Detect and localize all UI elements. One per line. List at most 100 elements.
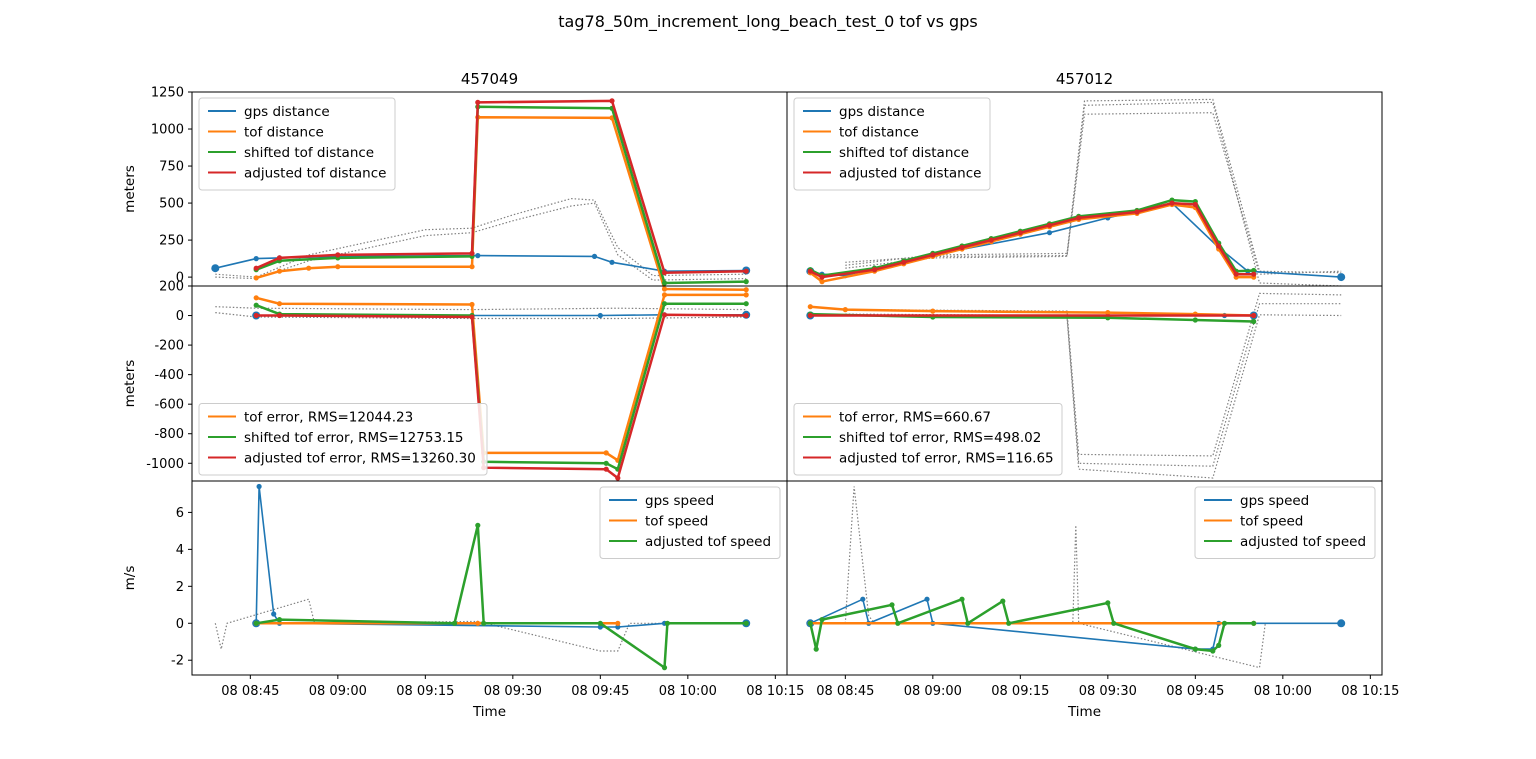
other-trace-line — [215, 306, 747, 311]
y-tick-label: -800 — [154, 427, 184, 442]
data-point — [889, 602, 895, 608]
y-tick-label: 250 — [159, 234, 184, 249]
data-point — [335, 252, 341, 258]
data-point — [661, 270, 668, 276]
data-point — [1210, 648, 1216, 654]
legend-label: tof distance — [839, 125, 919, 141]
data-point — [271, 611, 277, 617]
data-point — [609, 98, 615, 104]
axes-frame — [786, 480, 1383, 676]
legend-box — [793, 403, 1063, 476]
data-point — [1105, 600, 1111, 606]
y-tick-label: -1000 — [146, 457, 184, 472]
data-point — [988, 237, 994, 243]
y-tick-label: 4 — [176, 543, 184, 558]
series-line — [255, 293, 747, 463]
data-point — [1337, 273, 1346, 282]
x-tick-label: 08 09:15 — [396, 684, 454, 699]
subplot-title: 457012 — [1056, 70, 1113, 88]
data-point — [661, 286, 668, 292]
y-tick-label: 500 — [159, 197, 184, 212]
data-point — [807, 312, 813, 319]
data-point — [743, 279, 749, 285]
series-line — [255, 486, 747, 628]
data-point — [1000, 598, 1006, 604]
data-point — [253, 295, 259, 301]
data-point — [743, 268, 749, 274]
x-axis-label: Time — [472, 704, 506, 720]
x-tick-label: 08 08:45 — [221, 684, 279, 699]
data-point — [253, 256, 259, 262]
data-point — [1251, 318, 1257, 325]
subplot-error-right: tof error, RMS=660.67 shifted tof error, … — [786, 285, 1383, 482]
data-point — [276, 617, 283, 623]
x-axis-label: Time — [1067, 704, 1101, 720]
y-tick-label: -600 — [154, 398, 184, 413]
y-tick-label: 0 — [176, 309, 184, 324]
data-point — [664, 620, 671, 626]
legend-box — [599, 486, 781, 559]
y-tick-label: 750 — [159, 160, 184, 175]
legend-label: shifted tof error, RMS=498.02 — [839, 430, 1041, 446]
data-point — [743, 292, 749, 298]
data-point — [1134, 209, 1140, 215]
legend-label: tof distance — [244, 125, 324, 141]
subplot-error-left: -1000 -800 -600 -400 -200 0 200 meters tof error… — [122, 280, 788, 482]
legend-label: shifted tof distance — [839, 145, 969, 161]
figure-suptitle: tag78_50m_increment_long_beach_test_0 to… — [558, 12, 977, 32]
legend-label: adjusted tof error, RMS=13260.30 — [244, 451, 476, 467]
x-tick-label: 08 10:15 — [1341, 684, 1399, 699]
legend-label: gps distance — [839, 104, 925, 120]
series-line — [809, 597, 1254, 653]
data-point — [256, 483, 262, 490]
data-point — [469, 301, 475, 308]
y-tick-label: -400 — [154, 368, 184, 383]
x-tick-label: 08 09:15 — [991, 684, 1049, 699]
data-point — [335, 264, 341, 270]
legend-box — [793, 97, 991, 191]
data-point — [481, 620, 487, 626]
legend: tof error, RMS=12044.23 shifted tof error… — [198, 403, 488, 476]
data-point — [965, 620, 971, 626]
data-point — [597, 620, 603, 626]
y-axis-label: m/s — [122, 566, 138, 591]
data-point — [807, 304, 813, 310]
data-point — [253, 265, 259, 271]
legend-label: adjusted tof speed — [1240, 534, 1366, 550]
legend-label: gps speed — [645, 493, 714, 509]
data-point — [276, 255, 283, 261]
x-tick-label: 08 09:45 — [571, 684, 629, 699]
data-point — [842, 307, 848, 313]
data-point — [603, 466, 609, 472]
data-point — [901, 259, 907, 265]
series-line — [255, 99, 747, 274]
y-axis-label: meters — [122, 165, 138, 213]
y-tick-label: 2 — [176, 580, 184, 595]
data-point — [253, 312, 259, 319]
data-point — [253, 275, 259, 281]
legend-label: adjusted tof distance — [244, 166, 386, 182]
legend: gps speed tof speed adjusted tof speed — [1194, 486, 1376, 559]
y-tick-label: 0 — [176, 271, 184, 286]
y-tick-label: 6 — [176, 506, 184, 521]
data-point — [743, 287, 749, 293]
data-point — [469, 264, 475, 270]
x-tick-label: 08 09:30 — [1079, 684, 1137, 699]
data-point — [1017, 230, 1023, 236]
data-point — [1251, 267, 1257, 274]
y-tick-label: 1000 — [151, 123, 184, 138]
legend-label: shifted tof error, RMS=12753.15 — [244, 430, 464, 446]
data-point — [475, 253, 481, 259]
data-point — [475, 99, 481, 105]
x-tick-label: 08 09:45 — [1166, 684, 1224, 699]
data-point — [860, 596, 866, 602]
data-point — [451, 620, 458, 626]
data-point — [661, 292, 668, 298]
subplot-speed-left: -2 0 2 4 6 m/s 08 08:45 08 09:00 08 09:15 08 09:3… — [122, 480, 804, 720]
data-point — [591, 253, 598, 259]
x-tick-label: 08 10:15 — [746, 684, 804, 699]
data-point — [253, 302, 259, 308]
series-line — [256, 313, 747, 481]
data-point — [253, 620, 259, 626]
y-tick-label: 200 — [159, 280, 184, 295]
